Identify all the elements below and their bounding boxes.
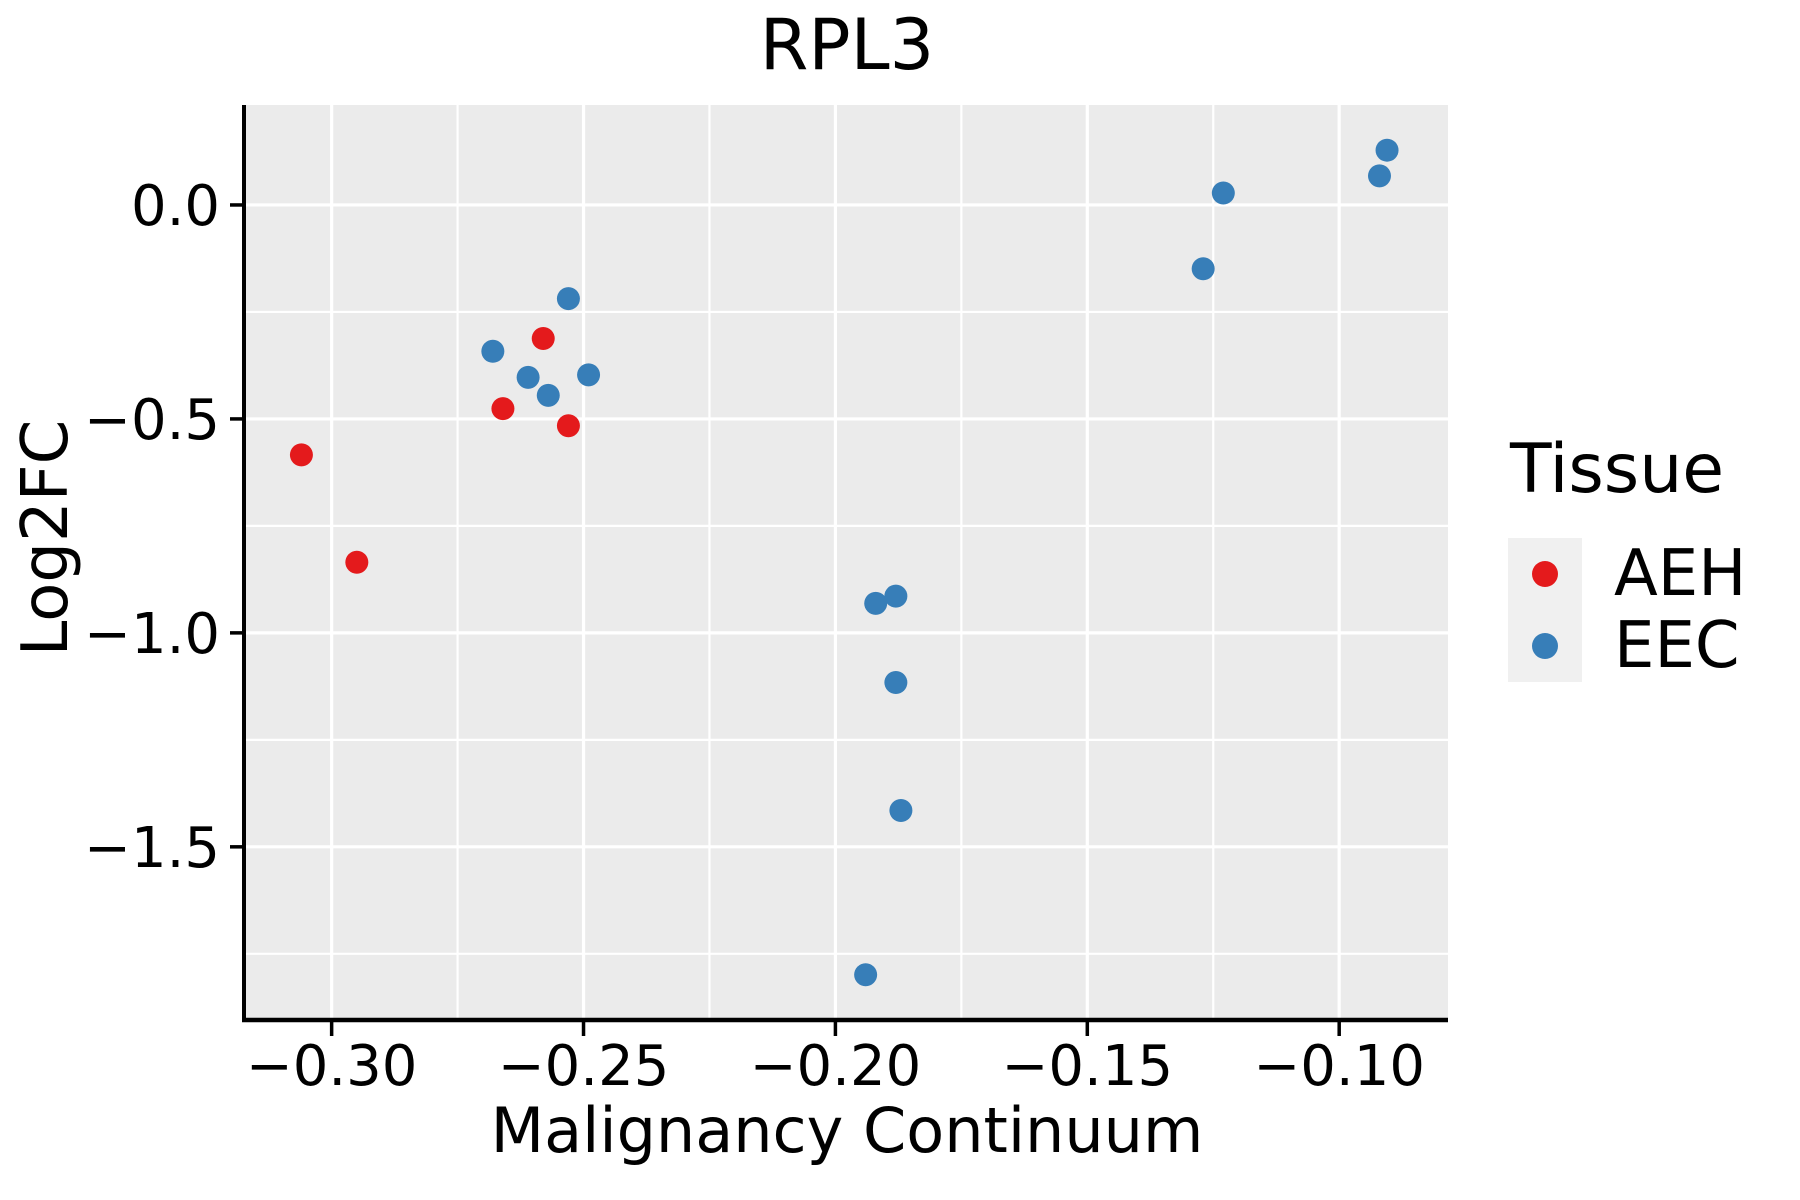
legend-item-eec: EEC: [1508, 610, 1746, 682]
data-point-eec: [1211, 181, 1235, 205]
x-tick-label: −0.25: [498, 1034, 670, 1099]
data-point-eec: [1191, 257, 1215, 281]
legend: Tissue AEH EEC: [1508, 436, 1746, 682]
legend-item-aeh: AEH: [1508, 538, 1746, 610]
data-point-eec: [556, 287, 580, 311]
data-point-eec: [884, 671, 908, 695]
data-point-aeh: [556, 414, 580, 438]
data-point-aeh: [345, 550, 369, 574]
data-point-eec: [481, 339, 505, 363]
x-tick-label: −0.15: [1001, 1034, 1173, 1099]
legend-label-eec: EEC: [1614, 609, 1740, 683]
data-point-eec: [1375, 138, 1399, 162]
y-tick-label: −1.0: [84, 602, 220, 667]
data-point-eec: [864, 591, 888, 615]
panel-background: [246, 105, 1448, 1018]
legend-swatch-aeh-icon: [1532, 561, 1558, 587]
y-tick-label: −0.5: [84, 388, 220, 453]
x-tick-label: −0.10: [1253, 1034, 1425, 1099]
data-point-aeh: [289, 443, 313, 467]
x-tick-label: −0.30: [246, 1034, 418, 1099]
data-point-eec: [516, 365, 540, 389]
x-axis-title: Malignancy Continuum: [490, 1094, 1204, 1167]
legend-key-background: [1508, 538, 1582, 610]
data-point-eec: [884, 584, 908, 608]
y-tick-label: −1.5: [84, 816, 220, 881]
data-point-eec: [536, 383, 560, 407]
legend-swatch-eec-icon: [1532, 633, 1558, 659]
data-point-eec: [577, 363, 601, 387]
data-point-eec: [1367, 164, 1391, 188]
data-point-aeh: [491, 397, 515, 421]
y-axis-title: Log2FC: [9, 419, 83, 657]
plot-title: RPL3: [759, 4, 935, 86]
y-tick-label: 0.0: [131, 174, 220, 239]
data-point-eec: [854, 963, 878, 987]
legend-keys: AEH EEC: [1508, 538, 1746, 682]
legend-key-background: [1508, 610, 1582, 682]
data-point-eec: [889, 798, 913, 822]
legend-title: Tissue: [1510, 430, 1725, 509]
data-point-aeh: [531, 326, 555, 350]
legend-label-aeh: AEH: [1614, 537, 1747, 611]
x-tick-label: −0.20: [750, 1034, 922, 1099]
